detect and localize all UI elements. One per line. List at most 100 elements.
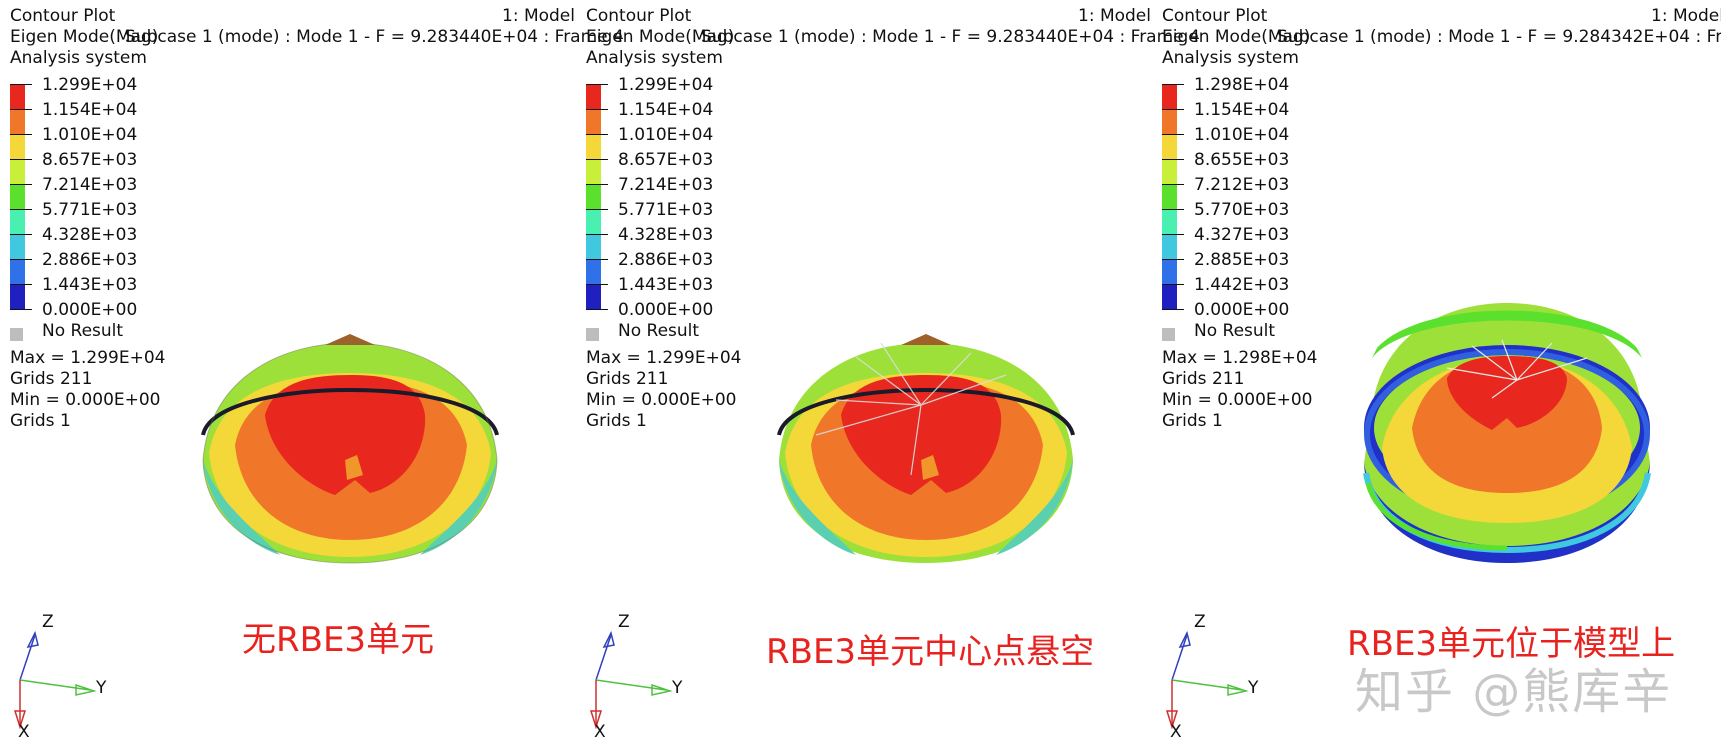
legend-swatch (10, 109, 25, 134)
legend-value: 7.212E+03 (1194, 175, 1290, 195)
axis-x-label: X (1170, 722, 1182, 742)
axis-z-label: Z (42, 612, 54, 632)
legend-swatch (586, 259, 601, 284)
result-type-label: Eigen Mode(Mag) (10, 27, 159, 47)
legend-value: 1.010E+04 (42, 125, 138, 145)
system-label: Analysis system (586, 48, 723, 68)
legend-swatch (1162, 159, 1177, 184)
legend-swatch (10, 184, 25, 209)
legend-swatch (10, 234, 25, 259)
subcase-label: Subcase 1 (mode) : Mode 1 - F = 9.284342… (1277, 27, 1721, 47)
legend-value: 1.443E+03 (618, 275, 714, 295)
contour-model[interactable] (1352, 298, 1662, 568)
legend-swatch (10, 284, 25, 309)
axis-triad (13, 630, 97, 730)
axis-y-label: Y (96, 678, 107, 698)
legend-value: 0.000E+00 (618, 300, 714, 320)
contour-model[interactable] (771, 334, 1081, 570)
legend-swatch (586, 234, 601, 259)
legend-swatch (1162, 234, 1177, 259)
legend-value: 1.443E+03 (42, 275, 138, 295)
max-grid: Grids 211 (10, 369, 93, 389)
legend-swatch (1162, 134, 1177, 159)
rbe3-spokes (1446, 339, 1588, 399)
legend-value: 8.657E+03 (618, 150, 714, 170)
legend-swatch (1162, 259, 1177, 284)
caption: RBE3单元位于模型上 (1347, 624, 1676, 664)
legend-swatch (1162, 209, 1177, 234)
legend-value: 1.442E+03 (1194, 275, 1290, 295)
max-value: Max = 1.298E+04 (1162, 348, 1318, 368)
watermark: 知乎 @熊库辛 (1355, 664, 1673, 720)
legend-value: 7.214E+03 (618, 175, 714, 195)
legend-swatch (10, 159, 25, 184)
legend-swatch (1162, 84, 1177, 109)
legend-value: 1.010E+04 (1194, 125, 1290, 145)
legend-swatch (10, 84, 25, 109)
legend-swatch (1162, 109, 1177, 134)
panel-1: Contour Plot 1: Model Eigen Mode(Mag) Su… (0, 0, 624, 750)
legend-swatch (586, 109, 601, 134)
legend-value: 5.771E+03 (618, 200, 714, 220)
model-label: 1: Model (502, 6, 575, 26)
result-type-label: Eigen Mode(Mag) (1162, 27, 1311, 47)
min-value: Min = 0.000E+00 (1162, 390, 1313, 410)
no-result-swatch (1162, 328, 1175, 341)
legend-value: 0.000E+00 (42, 300, 138, 320)
model-label: 1: Model (1651, 6, 1721, 26)
min-grid: Grids 1 (1162, 411, 1223, 431)
max-grid: Grids 211 (1162, 369, 1245, 389)
legend-value: 1.154E+04 (42, 100, 138, 120)
legend-swatch (586, 84, 601, 109)
result-type-label: Eigen Mode(Mag) (586, 27, 735, 47)
axis-y-label: Y (1248, 678, 1259, 698)
rbe3-spokes (815, 342, 1007, 476)
axis-y-label: Y (672, 678, 683, 698)
legend-swatch (586, 209, 601, 234)
max-value: Max = 1.299E+04 (586, 348, 742, 368)
legend-value: 2.886E+03 (42, 250, 138, 270)
axis-x-label: X (594, 722, 606, 742)
legend-value: 1.154E+04 (618, 100, 714, 120)
legend-swatch (586, 134, 601, 159)
legend-value: 4.327E+03 (1194, 225, 1290, 245)
axis-z-label: Z (618, 612, 630, 632)
legend-value: 7.214E+03 (42, 175, 138, 195)
no-result-label: No Result (618, 321, 700, 341)
legend-value: 8.657E+03 (42, 150, 138, 170)
legend-swatch (586, 159, 601, 184)
legend-value: 2.886E+03 (618, 250, 714, 270)
no-result-swatch (586, 328, 599, 341)
legend-value: 2.885E+03 (1194, 250, 1290, 270)
plot-type-label: Contour Plot (10, 6, 116, 26)
legend-value: 5.770E+03 (1194, 200, 1290, 220)
system-label: Analysis system (1162, 48, 1299, 68)
contour-model[interactable] (195, 334, 505, 570)
axis-triad (1165, 630, 1249, 730)
no-result-label: No Result (42, 321, 124, 341)
legend-value: 1.298E+04 (1194, 75, 1290, 95)
subcase-label: Subcase 1 (mode) : Mode 1 - F = 9.283440… (125, 27, 624, 47)
panel-2: Contour Plot 1: Model Eigen Mode(Mag) Su… (576, 0, 1200, 750)
no-result-swatch (10, 328, 23, 341)
legend-swatch (586, 184, 601, 209)
axis-triad (589, 630, 673, 730)
min-grid: Grids 1 (586, 411, 647, 431)
plot-type-label: Contour Plot (1162, 6, 1268, 26)
legend-value: 1.299E+04 (42, 75, 138, 95)
axis-x-label: X (18, 722, 30, 742)
min-grid: Grids 1 (10, 411, 71, 431)
min-value: Min = 0.000E+00 (586, 390, 737, 410)
legend-value: 4.328E+03 (42, 225, 138, 245)
legend-value: 8.655E+03 (1194, 150, 1290, 170)
system-label: Analysis system (10, 48, 147, 68)
legend-swatch (1162, 284, 1177, 309)
model-label: 1: Model (1078, 6, 1151, 26)
min-value: Min = 0.000E+00 (10, 390, 161, 410)
legend-value: 0.000E+00 (1194, 300, 1290, 320)
legend-value: 5.771E+03 (42, 200, 138, 220)
legend-swatch (586, 284, 601, 309)
legend-swatch (10, 259, 25, 284)
legend-value: 1.154E+04 (1194, 100, 1290, 120)
legend-value: 4.328E+03 (618, 225, 714, 245)
